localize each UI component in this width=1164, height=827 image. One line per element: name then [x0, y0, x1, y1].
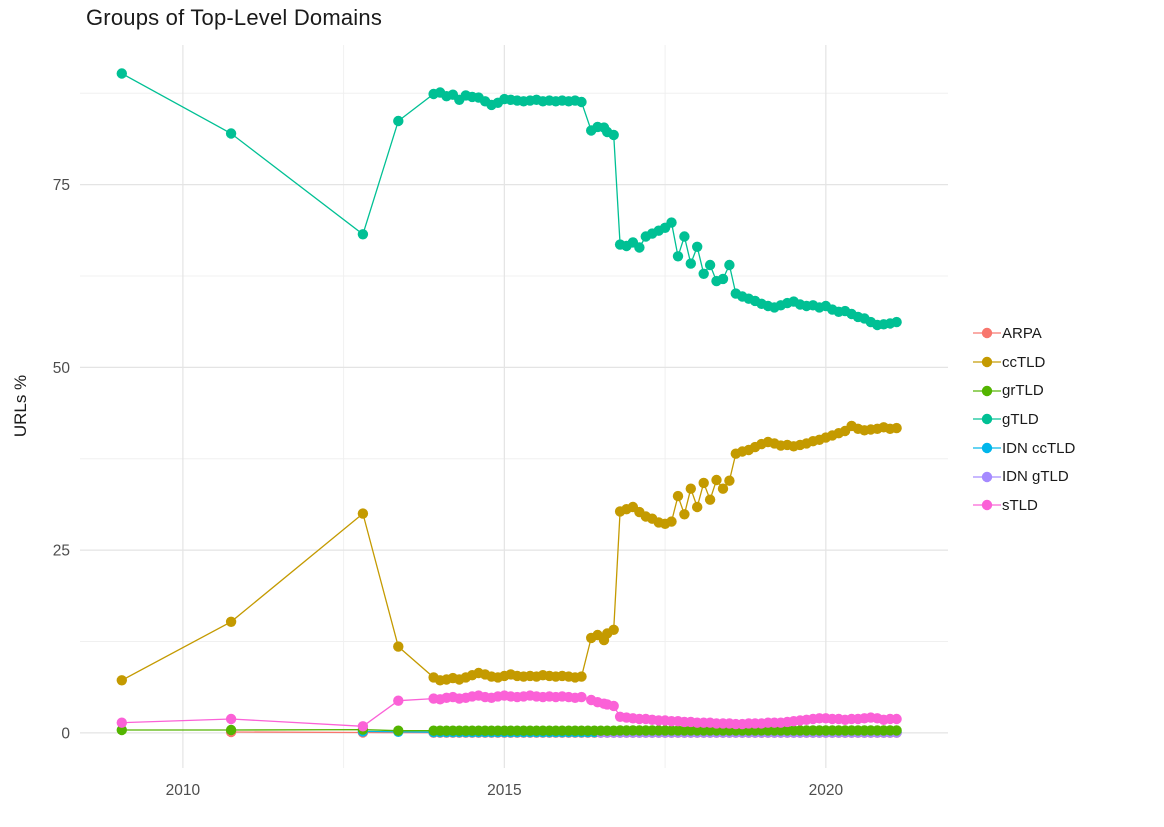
- data-point: [891, 316, 902, 328]
- legend-item-label: ccTLD: [1002, 353, 1046, 371]
- legend-key-icon: [973, 442, 1001, 454]
- data-point: [704, 494, 716, 505]
- data-point: [576, 671, 587, 682]
- legend-item-label: gTLD: [1002, 410, 1039, 428]
- data-point: [393, 695, 404, 706]
- series-line-ccTLD: [121, 425, 897, 681]
- data-point: [717, 483, 729, 494]
- data-point: [711, 474, 722, 486]
- legend-item-IDN-ccTLD: IDN ccTLD: [972, 434, 1075, 463]
- data-point: [891, 725, 902, 736]
- data-point: [608, 700, 619, 712]
- data-point: [576, 96, 587, 108]
- data-point: [891, 422, 902, 434]
- data-point: [698, 268, 709, 279]
- legend-key-icon: [973, 328, 1001, 339]
- data-point: [393, 115, 404, 127]
- data-point: [685, 483, 696, 494]
- legend-item-label: sTLD: [1002, 496, 1038, 514]
- data-point: [634, 242, 645, 253]
- data-point: [692, 241, 703, 252]
- legend-key-icon: [973, 471, 1001, 482]
- legend-key-icon: [973, 385, 1001, 396]
- data-point: [704, 259, 716, 271]
- legend: ARPA ccTLD grTLD gTLD IDN ccTLD IDN gTLD sTLD: [972, 319, 1075, 520]
- data-point: [357, 508, 369, 519]
- data-point: [672, 490, 684, 502]
- legend-key-icon: [973, 356, 1001, 368]
- data-point: [116, 68, 128, 79]
- legend-item-IDN-gTLD: IDN gTLD: [972, 462, 1075, 491]
- data-point: [225, 724, 237, 736]
- legend-item-ARPA: ARPA: [972, 319, 1075, 348]
- data-point: [608, 624, 619, 635]
- data-point: [717, 273, 729, 285]
- legend-item-ccTLD: ccTLD: [972, 348, 1075, 377]
- data-point: [891, 713, 902, 725]
- data-point: [393, 725, 404, 736]
- data-point: [225, 128, 237, 139]
- data-point: [724, 259, 735, 271]
- data-point: [116, 724, 128, 736]
- y-tick-label: 75: [53, 177, 70, 194]
- legend-item-grTLD: grTLD: [972, 376, 1075, 405]
- series-line-gTLD: [121, 72, 897, 326]
- data-point: [672, 251, 684, 262]
- data-point: [685, 258, 696, 269]
- legend-item-label: grTLD: [1002, 382, 1044, 400]
- data-point: [357, 229, 369, 240]
- page-title: Groups of Top-Level Domains: [86, 5, 383, 30]
- data-point: [666, 516, 677, 527]
- y-tick-label: 50: [53, 360, 71, 377]
- data-point: [692, 501, 703, 513]
- legend-item-label: ARPA: [1002, 324, 1042, 342]
- y-tick-label: 0: [61, 725, 70, 742]
- data-point: [225, 616, 237, 627]
- data-point: [225, 713, 237, 725]
- legend-key-icon: [973, 414, 1001, 425]
- legend-item-label: IDN gTLD: [1002, 468, 1069, 486]
- data-point: [666, 217, 677, 228]
- data-point: [393, 641, 404, 652]
- data-point: [357, 721, 369, 732]
- y-tick-label: 25: [53, 543, 70, 560]
- x-tick-label: 2020: [809, 782, 844, 799]
- legend-item-label: IDN ccTLD: [1002, 439, 1076, 457]
- data-point: [698, 477, 709, 489]
- x-tick-label: 2015: [487, 782, 521, 799]
- data-point: [679, 231, 690, 242]
- legend-item-gTLD: gTLD: [972, 405, 1075, 434]
- data-point: [116, 717, 128, 728]
- data-point: [724, 475, 735, 486]
- data-point: [116, 675, 128, 686]
- data-point: [608, 129, 619, 141]
- legend-item-sTLD: sTLD: [972, 491, 1075, 520]
- x-tick-label: 2010: [166, 782, 201, 799]
- legend-key-icon: [973, 500, 1001, 511]
- data-point: [576, 691, 587, 703]
- data-point: [679, 509, 690, 520]
